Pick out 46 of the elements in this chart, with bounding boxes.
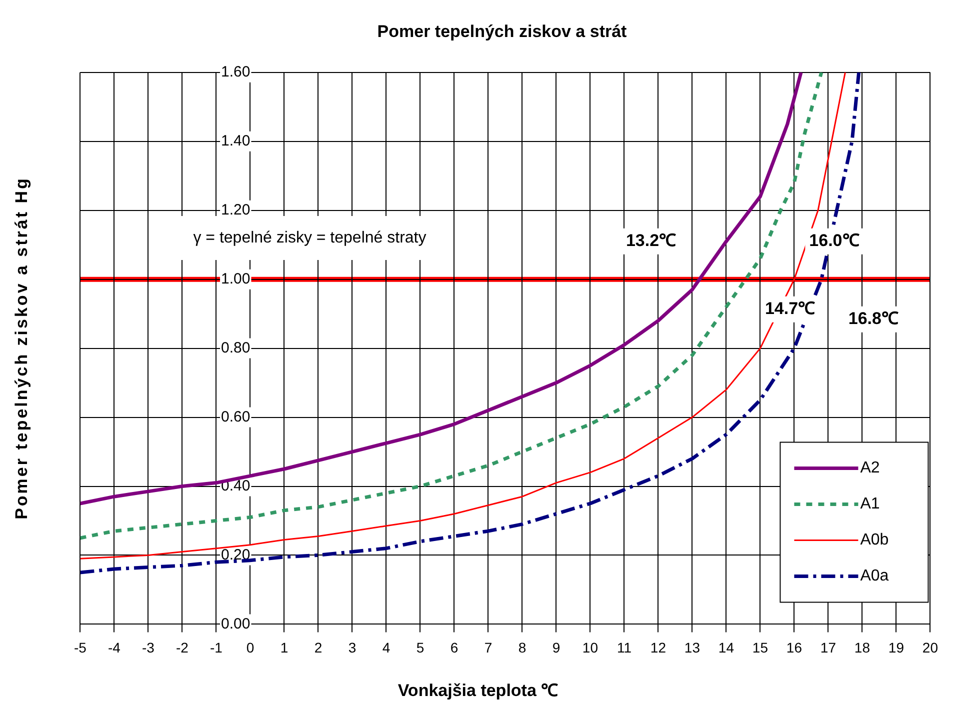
x-tick-label: 14 — [718, 639, 734, 656]
annotation: 14.7℃ — [764, 299, 816, 318]
y-tick-label: 1.00 — [221, 270, 250, 288]
x-tick-label: 15 — [752, 639, 768, 656]
x-tick-label: 5 — [416, 639, 424, 656]
annotation: γ = tepelné zisky = tepelné straty — [193, 229, 426, 246]
y-tick-label: 0.80 — [221, 339, 250, 356]
y-tick-label: 1.20 — [221, 201, 250, 218]
x-tick-label: 7 — [484, 639, 492, 656]
x-tick-label: -2 — [176, 639, 189, 656]
x-tick-label: 6 — [450, 639, 458, 656]
x-tick-label: -5 — [74, 639, 87, 656]
x-tick-label: 4 — [382, 639, 390, 656]
x-tick-label: 16 — [786, 639, 802, 656]
x-axis-title: Vonkajšia teplota ℃ — [396, 680, 560, 701]
x-tick-label: 18 — [854, 639, 870, 656]
x-tick-label: 2 — [314, 639, 322, 656]
x-tick-label: 9 — [552, 639, 560, 656]
y-tick-label: 1.60 — [221, 64, 250, 81]
y-tick-label: 0.20 — [221, 546, 250, 564]
x-tick-label: 20 — [922, 639, 938, 656]
x-tick-label: 8 — [518, 639, 526, 656]
y-tick-label: 0.00 — [221, 615, 250, 632]
y-tick-label: 1.40 — [221, 132, 250, 150]
chart-title: Pomer tepelných ziskov a strát — [377, 22, 628, 41]
x-tick-label: 12 — [650, 639, 666, 656]
x-tick-label: 13 — [684, 639, 700, 656]
x-tick-label: -1 — [210, 639, 223, 656]
x-tick-label: 17 — [820, 639, 836, 656]
legend-label: A0b — [860, 532, 889, 549]
x-tick-label: 11 — [616, 639, 632, 656]
x-tick-label: 1 — [280, 639, 288, 656]
x-tick-label: 19 — [888, 639, 904, 656]
x-tick-label: -4 — [108, 639, 121, 656]
legend-label: A1 — [860, 496, 880, 513]
x-tick-label: 0 — [246, 639, 254, 656]
legend-label: A2 — [860, 460, 880, 477]
annotation: 16.0℃ — [809, 231, 860, 250]
x-tick-label: 3 — [348, 639, 356, 656]
x-tick-label: -3 — [142, 639, 155, 656]
annotation: 16.8℃ — [848, 309, 898, 328]
x-tick-label: 10 — [582, 639, 598, 656]
y-tick-label: 0.60 — [221, 408, 250, 426]
annotation: 13.2℃ — [626, 231, 676, 250]
legend-label: A0a — [860, 568, 889, 585]
y-axis-title: Pomer tepelných ziskov a strát Hg — [12, 176, 32, 520]
